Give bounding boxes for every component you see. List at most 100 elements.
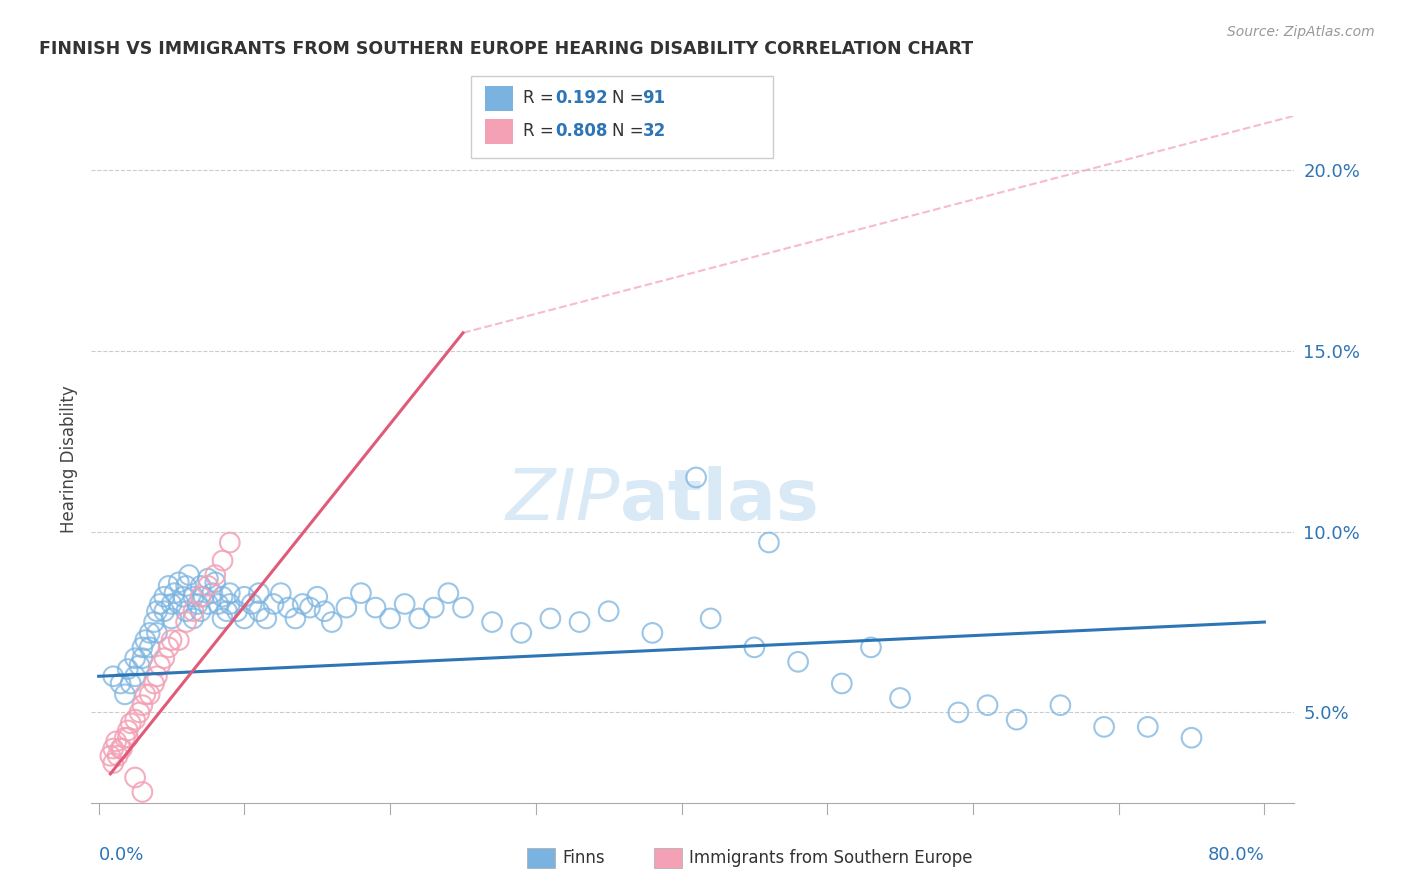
Point	[423, 600, 446, 615]
Point	[160, 633, 183, 648]
Text: Immigrants from Southern Europe: Immigrants from Southern Europe	[689, 849, 973, 867]
Point	[143, 676, 166, 690]
Point	[174, 604, 197, 618]
Point	[408, 611, 430, 625]
Point	[291, 597, 314, 611]
Point	[103, 669, 125, 683]
Text: N =: N =	[612, 122, 648, 140]
Point	[157, 579, 180, 593]
Point	[263, 597, 285, 611]
Point	[510, 626, 533, 640]
Point	[134, 687, 156, 701]
Text: R =: R =	[523, 122, 560, 140]
Point	[105, 734, 128, 748]
Point	[1180, 731, 1202, 745]
Point	[211, 553, 233, 567]
Point	[215, 604, 238, 618]
Point	[167, 633, 190, 648]
Point	[314, 604, 336, 618]
Point	[131, 698, 153, 713]
Point	[254, 611, 277, 625]
Point	[277, 600, 299, 615]
Point	[128, 706, 150, 720]
Point	[117, 662, 139, 676]
Point	[124, 669, 146, 683]
Point	[204, 568, 226, 582]
Point	[107, 748, 129, 763]
Point	[394, 597, 416, 611]
Point	[146, 626, 169, 640]
Point	[124, 713, 146, 727]
Point	[131, 785, 153, 799]
Point	[451, 600, 474, 615]
Point	[641, 626, 664, 640]
Point	[172, 590, 194, 604]
Point	[197, 572, 219, 586]
Point	[270, 586, 292, 600]
Point	[831, 676, 853, 690]
Point	[193, 590, 215, 604]
Text: N =: N =	[612, 89, 648, 107]
Point	[211, 590, 233, 604]
Point	[538, 611, 561, 625]
Point	[758, 535, 780, 549]
Point	[190, 579, 212, 593]
Point	[110, 741, 132, 756]
Point	[138, 626, 160, 640]
Point	[114, 687, 136, 701]
Point	[350, 586, 373, 600]
Point	[117, 731, 139, 745]
Point	[201, 586, 224, 600]
Point	[1005, 713, 1028, 727]
Point	[226, 604, 249, 618]
Text: Source: ZipAtlas.com: Source: ZipAtlas.com	[1227, 25, 1375, 39]
Point	[124, 771, 146, 785]
Text: R =: R =	[523, 89, 560, 107]
Point	[197, 597, 219, 611]
Point	[143, 615, 166, 629]
Point	[183, 604, 205, 618]
Point	[160, 611, 183, 625]
Point	[247, 586, 270, 600]
Point	[138, 687, 160, 701]
Point	[120, 716, 142, 731]
Point	[146, 669, 169, 683]
Point	[131, 640, 153, 655]
Point	[114, 731, 136, 745]
Point	[976, 698, 998, 713]
Point	[233, 611, 256, 625]
Point	[948, 706, 970, 720]
Point	[307, 590, 329, 604]
Y-axis label: Hearing Disability: Hearing Disability	[59, 385, 77, 533]
Point	[153, 590, 176, 604]
Point	[298, 600, 321, 615]
Point	[153, 604, 176, 618]
Point	[247, 604, 270, 618]
Point	[98, 748, 121, 763]
Point	[197, 579, 219, 593]
Point	[744, 640, 766, 655]
Point	[187, 597, 209, 611]
Point	[146, 604, 169, 618]
Point	[240, 597, 263, 611]
Point	[167, 597, 190, 611]
Point	[128, 658, 150, 673]
Point	[157, 640, 180, 655]
Point	[321, 615, 343, 629]
Point	[284, 611, 307, 625]
Point	[437, 586, 460, 600]
Point	[174, 579, 197, 593]
Point	[218, 586, 240, 600]
Point	[103, 756, 125, 770]
Point	[177, 568, 200, 582]
Text: 32: 32	[643, 122, 666, 140]
Point	[598, 604, 620, 618]
Point	[120, 676, 142, 690]
Point	[174, 615, 197, 629]
Text: 0.0%: 0.0%	[98, 847, 143, 864]
Text: ZIP: ZIP	[506, 467, 620, 535]
Point	[568, 615, 591, 629]
Point	[134, 633, 156, 648]
Point	[481, 615, 503, 629]
Point	[859, 640, 882, 655]
